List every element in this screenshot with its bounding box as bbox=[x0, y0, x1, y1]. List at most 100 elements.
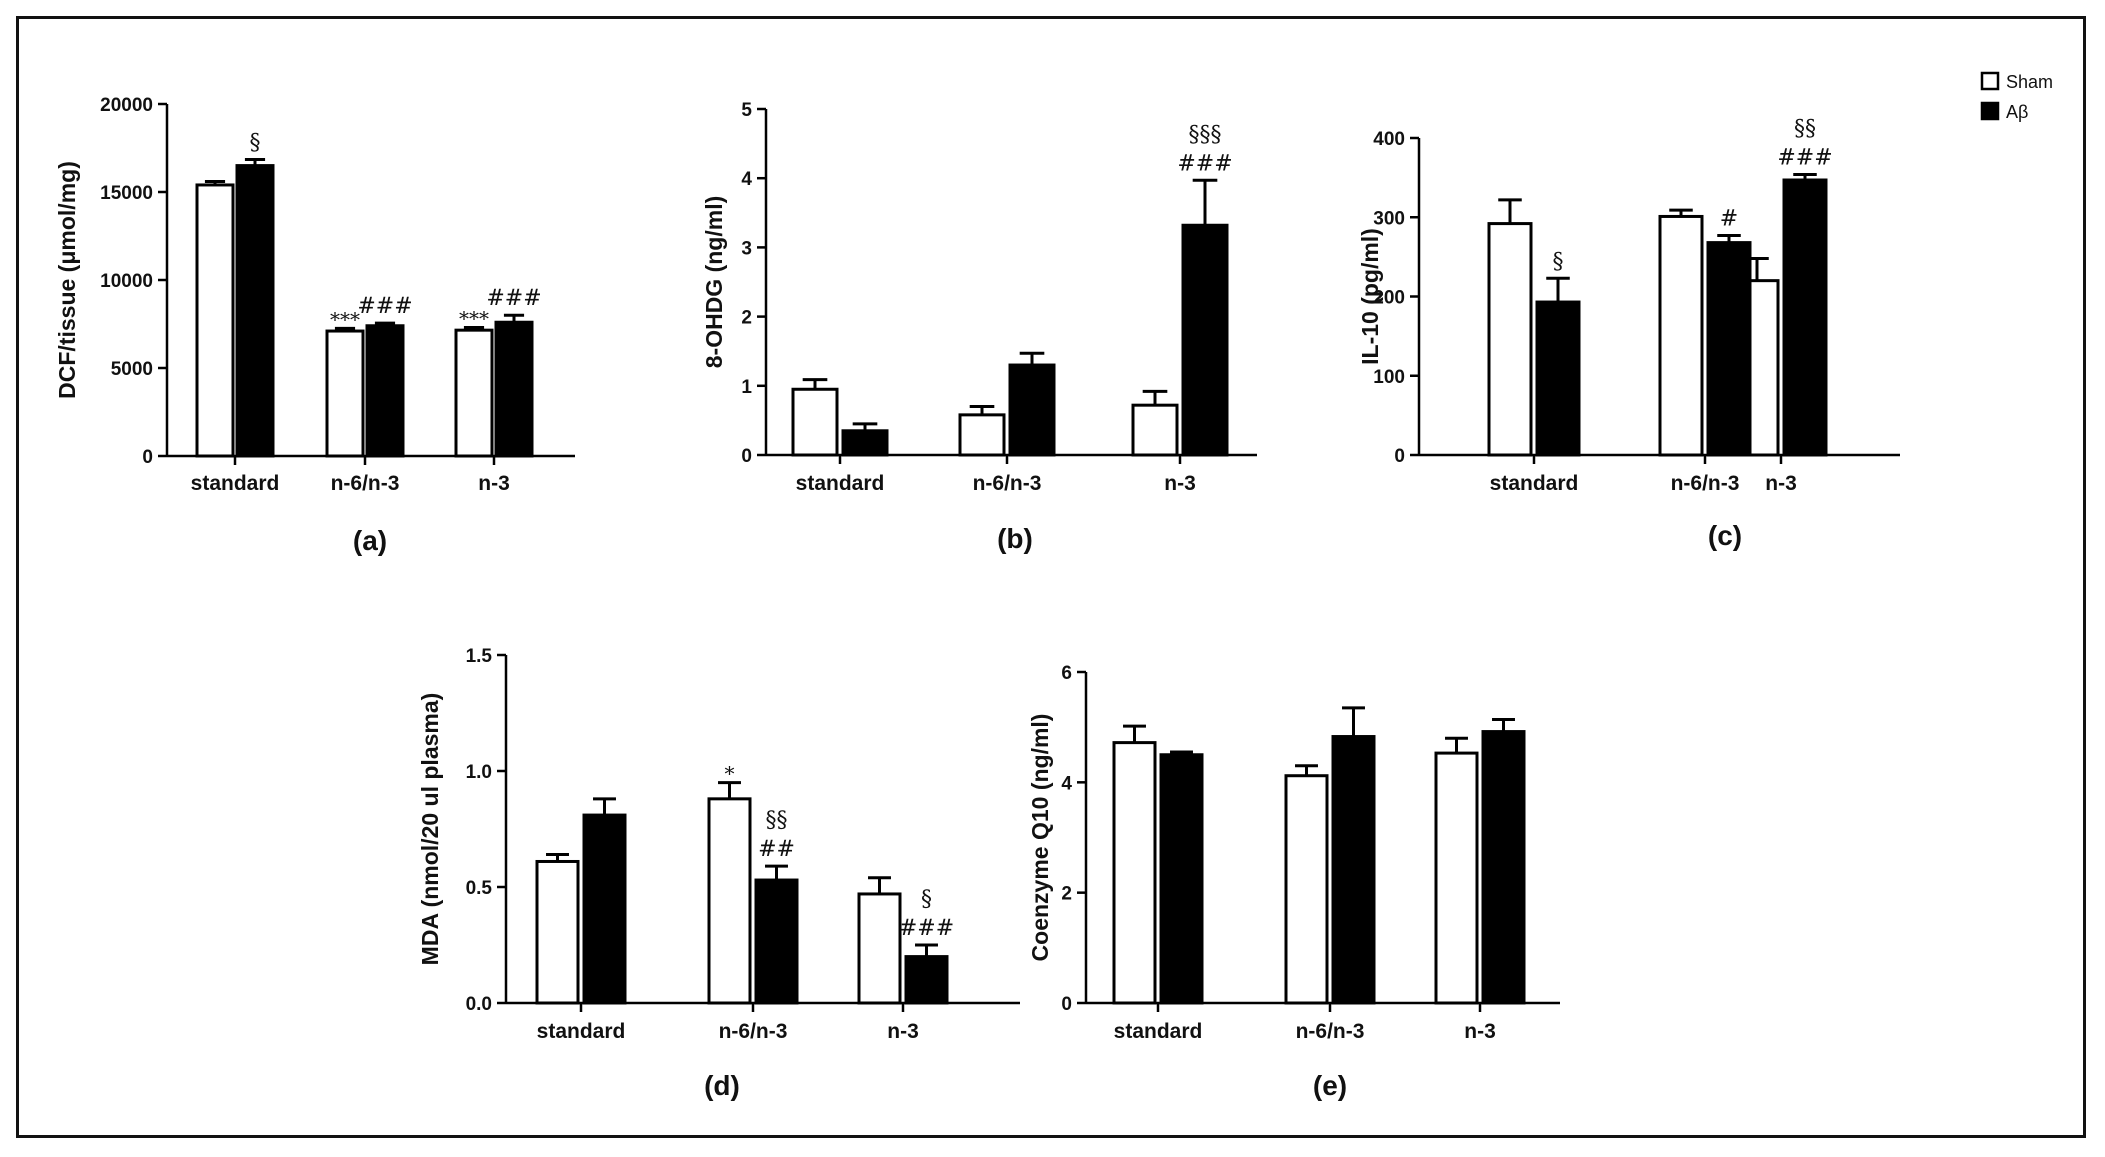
panel-b-ytick-label: 5 bbox=[741, 100, 752, 121]
panel-d-ylabel: MDA (nmol/20 ul plasma) bbox=[417, 693, 443, 966]
panel-a-ytick-label: 20000 bbox=[100, 95, 153, 116]
panel-e-ytick-label: 2 bbox=[1061, 884, 1072, 905]
panel-d-ytick-label: 0.0 bbox=[466, 994, 492, 1015]
panel-d-ytick-label: 0.5 bbox=[466, 878, 493, 899]
panel-b-significance-label: ### bbox=[1177, 151, 1232, 176]
panel-e-ylabel: Coenzyme Q10 (ng/ml) bbox=[1027, 714, 1053, 962]
panel-a-bar-abeta bbox=[235, 164, 275, 458]
panel-c-ytick-label: 200 bbox=[1373, 288, 1405, 309]
panel-a-ylabel: DCF/tissue (μmol/mg) bbox=[54, 161, 80, 399]
panel-b-ylabel: 8-OHDG (ng/ml) bbox=[701, 196, 727, 369]
panel-d-bar-abeta bbox=[754, 878, 799, 1005]
panel-c-xtick-label: standard bbox=[1490, 472, 1579, 495]
panel-b-bar-sham bbox=[791, 387, 839, 457]
panel-c-subtitle: (c) bbox=[1708, 520, 1742, 551]
panel-a-bar-abeta bbox=[365, 324, 405, 458]
panel-a-bar-abeta bbox=[494, 320, 534, 458]
panel-b-ytick-label: 2 bbox=[741, 308, 752, 329]
panel-d-ytick-label: 1.0 bbox=[466, 762, 492, 783]
panel-b-bar-abeta bbox=[1181, 223, 1229, 457]
figure-frame bbox=[16, 16, 2086, 1138]
panel-d-significance-label: ## bbox=[758, 837, 795, 862]
panel-a-xtick-label: standard bbox=[191, 472, 280, 495]
panel-d-bar-abeta bbox=[904, 955, 949, 1005]
panel-d-bar-abeta bbox=[582, 813, 627, 1005]
panel-d-significance-label: ### bbox=[899, 916, 954, 941]
panel-e-bar-sham bbox=[1112, 741, 1157, 1005]
panel-c-ytick-label: 0 bbox=[1394, 446, 1405, 467]
panel-d-bar-sham bbox=[535, 859, 580, 1005]
panel-d-bar-sham bbox=[857, 892, 902, 1005]
panel-b-ytick-label: 1 bbox=[741, 377, 752, 398]
panel-e-xtick-label: n-3 bbox=[1464, 1020, 1496, 1043]
panel-b-ytick-label: 0 bbox=[741, 446, 752, 467]
panel-e-bar-sham bbox=[1284, 774, 1329, 1005]
panel-a-significance-label: *** bbox=[459, 307, 489, 331]
panel-b-ytick-label: 3 bbox=[741, 238, 752, 259]
panel-c-ytick-label: 100 bbox=[1373, 367, 1405, 388]
panel-a-xtick-label: n-3 bbox=[478, 472, 510, 495]
panel-b-xtick-label: standard bbox=[796, 472, 885, 495]
panel-e-xtick-label: n-6/n-3 bbox=[1296, 1020, 1365, 1043]
panel-d-significance-label: §§ bbox=[766, 808, 788, 833]
panel-c-ytick-label: 300 bbox=[1373, 208, 1405, 229]
panel-a-ytick-label: 10000 bbox=[100, 271, 153, 292]
panel-c-bar-sham bbox=[1658, 214, 1704, 457]
panel-b-bar-sham bbox=[1131, 403, 1179, 457]
panel-a-bar-sham bbox=[454, 328, 494, 458]
panel-a-ytick-label: 15000 bbox=[100, 183, 153, 204]
panel-a-xtick-label: n-6/n-3 bbox=[331, 472, 400, 495]
panel-e-bar-sham bbox=[1434, 751, 1479, 1005]
panel-b-bar-sham bbox=[958, 413, 1006, 457]
panel-c-ylabel: IL-10 (pg/ml) bbox=[1357, 228, 1383, 365]
panel-c-significance-label: ### bbox=[1777, 145, 1832, 170]
panel-d-subtitle: (d) bbox=[704, 1070, 740, 1101]
panel-c-bar-abeta bbox=[1535, 300, 1581, 457]
panel-e-bar-abeta bbox=[1481, 730, 1526, 1005]
panel-a-bar-sham bbox=[325, 329, 365, 458]
panel-d-significance-label: * bbox=[725, 762, 735, 786]
legend-sham-label: Sham bbox=[2006, 72, 2053, 92]
panel-c-significance-label: # bbox=[1720, 206, 1738, 231]
panel-d-xtick-label: n-6/n-3 bbox=[719, 1020, 788, 1043]
panel-d-bar-sham bbox=[707, 797, 752, 1005]
panel-b-xtick-label: n-6/n-3 bbox=[973, 472, 1042, 495]
panel-c-bar-abeta bbox=[1782, 178, 1828, 457]
panel-d-ytick-label: 1.5 bbox=[466, 646, 493, 667]
panel-c-bar-abeta bbox=[1706, 241, 1752, 457]
panel-e-ytick-label: 0 bbox=[1061, 994, 1072, 1015]
legend-sham-swatch bbox=[1980, 71, 2000, 91]
panel-b-significance-label: §§§ bbox=[1189, 122, 1222, 147]
panel-b-bar-abeta bbox=[841, 429, 889, 457]
panel-b-ytick-label: 4 bbox=[741, 169, 752, 190]
panel-a-significance-label: § bbox=[250, 130, 261, 155]
panel-e-bar-abeta bbox=[1331, 735, 1376, 1005]
panel-b-subtitle: (b) bbox=[997, 523, 1033, 554]
panel-c-xtick-label: n-3 bbox=[1765, 472, 1797, 495]
panel-d-xtick-label: standard bbox=[537, 1020, 626, 1043]
panel-e-ytick-label: 4 bbox=[1061, 773, 1072, 794]
panel-e-ytick-label: 6 bbox=[1061, 663, 1072, 684]
panel-a-significance-label: ### bbox=[486, 286, 541, 311]
panel-a-ytick-label: 0 bbox=[142, 447, 153, 468]
panel-d-xtick-label: n-3 bbox=[887, 1020, 919, 1043]
panel-c-bar-sham bbox=[1487, 222, 1533, 457]
panel-a-subtitle: (a) bbox=[353, 525, 387, 556]
legend-abeta-label: Aβ bbox=[2006, 102, 2028, 122]
panel-a-significance-label: ### bbox=[357, 294, 412, 319]
legend: Sham Aβ bbox=[1980, 71, 2053, 122]
panel-c-significance-label: §§ bbox=[1794, 116, 1816, 141]
panel-a-ytick-label: 5000 bbox=[111, 359, 153, 380]
panel-d-significance-label: § bbox=[921, 887, 932, 912]
panel-a-significance-label: *** bbox=[330, 307, 360, 331]
panel-e-bar-abeta bbox=[1159, 753, 1204, 1005]
panel-e-subtitle: (e) bbox=[1313, 1070, 1347, 1101]
legend-abeta-swatch bbox=[1980, 101, 2000, 121]
panel-c-ytick-label: 400 bbox=[1373, 129, 1405, 150]
panel-e-xtick-label: standard bbox=[1114, 1020, 1203, 1043]
panel-b-xtick-label: n-3 bbox=[1164, 472, 1196, 495]
panel-a-bar-sham bbox=[195, 183, 235, 458]
panel-c-xtick-label: n-6/n-3 bbox=[1671, 472, 1740, 495]
panel-c-significance-label: § bbox=[1553, 249, 1564, 274]
